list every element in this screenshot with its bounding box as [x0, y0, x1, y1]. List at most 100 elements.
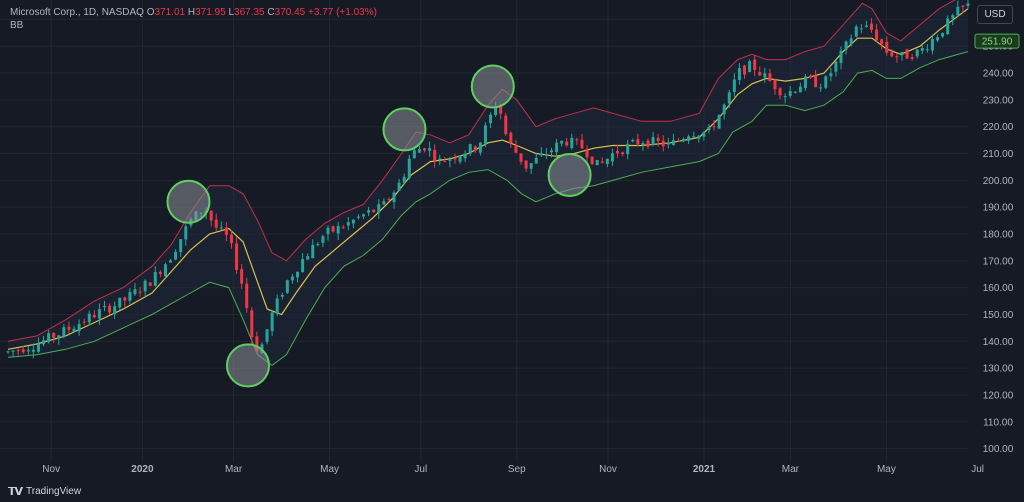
candle-body — [707, 126, 711, 131]
candle-body — [666, 142, 670, 145]
price-axis[interactable]: 100.00 110.00 120.00 130.00 140.00 150.00 160.… — [974, 15, 1020, 455]
candle-body — [153, 271, 157, 286]
tradingview-logo-icon: 𝗧𝗩 — [8, 486, 23, 498]
bb-basis-line — [7, 8, 969, 350]
x-tick-label: 2020 — [131, 464, 154, 475]
candle-body — [478, 142, 482, 153]
candle-body — [544, 154, 548, 156]
candle-body — [468, 144, 472, 154]
indicator-label[interactable]: BB — [10, 20, 24, 31]
candle-body — [21, 349, 25, 353]
candle-body — [453, 158, 457, 160]
candle-body — [616, 150, 620, 154]
y-tick-label: 160.00 — [983, 283, 1014, 294]
candle-body — [621, 152, 625, 155]
x-tick-label: Nov — [42, 464, 60, 475]
candle-body — [402, 176, 406, 183]
candle-body — [925, 49, 929, 51]
candle-body — [108, 305, 112, 313]
change-value: +3.77 (+1.03%) — [308, 7, 377, 18]
candle-body — [412, 150, 416, 159]
candle-body — [143, 280, 147, 292]
candle-body — [809, 75, 813, 78]
candle-body — [250, 310, 254, 338]
high-value: 371.95 — [195, 7, 226, 18]
candle-body — [549, 150, 553, 153]
last-price-label: 251.90 — [982, 37, 1013, 48]
candle-body — [743, 65, 747, 75]
candle-body — [184, 226, 188, 240]
candle-body — [915, 49, 919, 57]
y-tick-label: 110.00 — [983, 417, 1013, 428]
candle-body — [82, 321, 86, 323]
candle-body — [905, 49, 909, 59]
candle-body — [783, 96, 787, 98]
candle-body — [839, 50, 843, 63]
candle-body — [651, 137, 655, 145]
candle-body — [326, 227, 330, 235]
candle-body — [301, 259, 305, 273]
x-tick-label: Mar — [225, 464, 243, 475]
candle-body — [849, 38, 853, 45]
candle-body — [87, 313, 91, 323]
open-label: O — [146, 7, 155, 18]
candle-body — [356, 216, 360, 218]
candle-body — [717, 114, 721, 129]
candle-body — [229, 234, 233, 244]
y-tick-label: 240.00 — [983, 69, 1014, 80]
y-tick-label: 220.00 — [983, 122, 1014, 133]
candle-body — [169, 260, 173, 263]
highlight-circle — [547, 152, 592, 197]
candle-body — [854, 26, 858, 37]
candle-body — [590, 156, 594, 165]
high-label: H — [187, 7, 196, 18]
candlesticks — [6, 0, 970, 359]
candle-body — [595, 160, 599, 166]
candle-body — [428, 148, 432, 151]
candle-body — [722, 104, 726, 115]
currency-button[interactable]: USD — [977, 5, 1013, 24]
candle-body — [92, 314, 96, 318]
time-axis[interactable]: Nov 2020 Mar May Jul Sep Nov 2021 Mar May Jul — [42, 464, 984, 475]
candle-body — [732, 79, 736, 92]
candle-body — [814, 75, 818, 88]
candle-body — [463, 153, 467, 159]
candle-body — [803, 76, 807, 89]
tradingview-logo[interactable]: 𝗧𝗩 TradingView — [8, 485, 81, 498]
candle-body — [240, 269, 244, 284]
candle-body — [844, 41, 848, 50]
candle-body — [255, 336, 259, 352]
candle-body — [473, 146, 477, 151]
candle-body — [377, 204, 381, 213]
highlight-circle — [470, 64, 515, 109]
bb-band-fill — [8, 0, 968, 366]
candle-body — [687, 136, 691, 141]
candle-body — [900, 52, 904, 56]
candle-body — [128, 292, 132, 301]
candle-body — [570, 137, 574, 148]
candle-body — [529, 163, 533, 169]
candle-body — [336, 225, 340, 234]
candle-body — [489, 114, 493, 124]
x-tick-label: Jul — [414, 464, 427, 475]
candle-body — [483, 125, 487, 144]
highlight-circles — [166, 64, 592, 388]
y-tick-label: 190.00 — [983, 203, 1014, 214]
candle-body — [235, 243, 239, 270]
candle-body — [834, 61, 838, 72]
candle-body — [52, 333, 56, 338]
candle-body — [321, 236, 325, 243]
close-label: C — [267, 7, 275, 18]
candle-body — [67, 326, 71, 330]
candle-body — [910, 57, 914, 59]
candle-body — [555, 142, 559, 153]
candle-body — [316, 244, 320, 246]
candle-body — [519, 153, 523, 162]
candle-body — [580, 139, 584, 149]
candle-body — [656, 137, 660, 142]
candle-body — [494, 107, 498, 115]
candle-body — [11, 350, 15, 352]
candle-body — [346, 222, 350, 226]
y-tick-label: 130.00 — [983, 364, 1014, 375]
